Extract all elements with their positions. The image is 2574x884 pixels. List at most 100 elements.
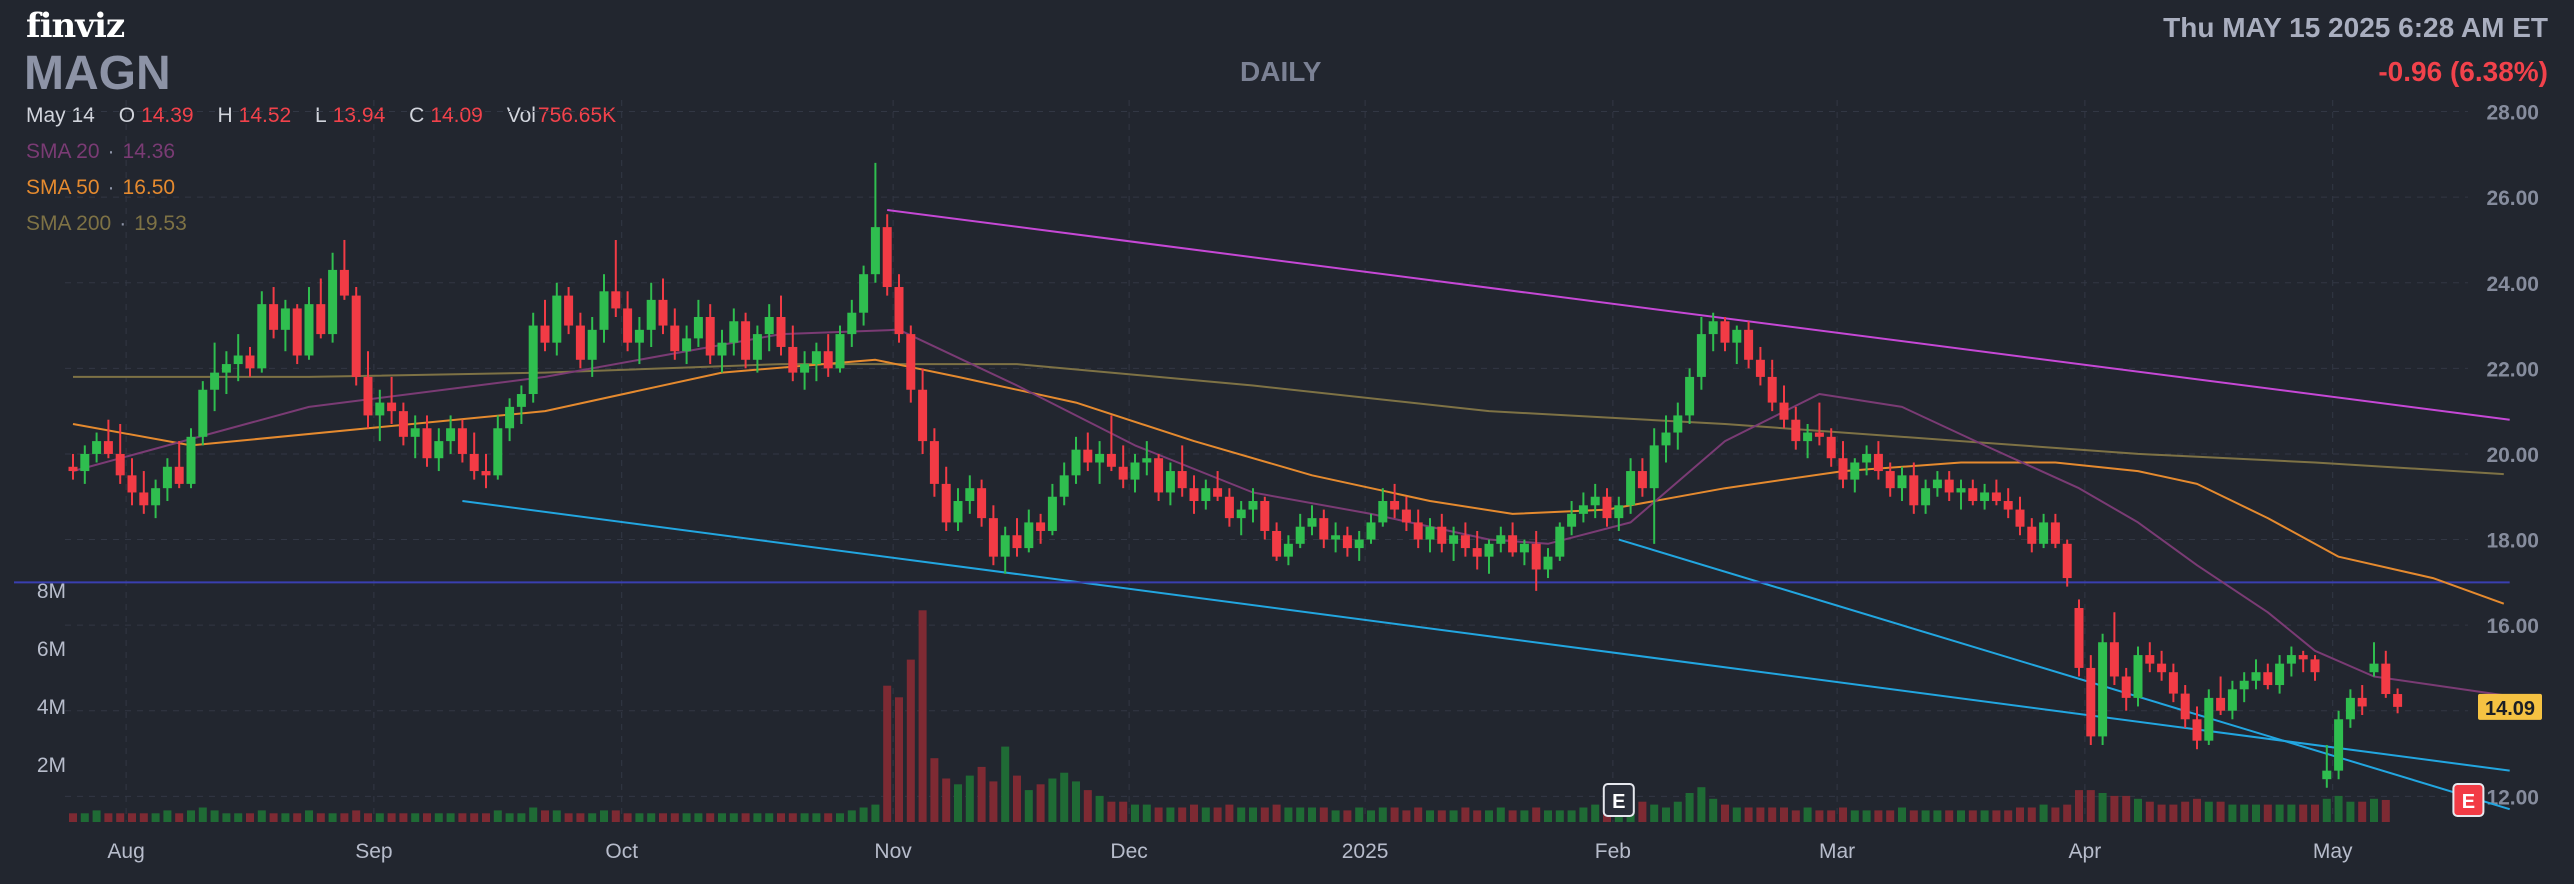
candle [540, 299, 550, 352]
x-axis-tick-label: Apr [2069, 840, 2102, 863]
candle-body [186, 436, 196, 484]
candle-body [1165, 471, 1175, 493]
volume-bar [1756, 807, 1765, 822]
candle [516, 385, 526, 424]
candle [599, 274, 609, 343]
candle-body [1201, 488, 1211, 502]
finviz-logo[interactable]: finviz [26, 6, 125, 46]
candle-body [2334, 719, 2344, 771]
volume-bar [375, 813, 384, 822]
volume-bar [1662, 807, 1670, 822]
candle-body [1968, 488, 1978, 502]
candle-body [1578, 505, 1588, 514]
volume-bar [706, 813, 715, 822]
candle [1189, 475, 1199, 514]
volume-bar [859, 807, 868, 822]
candle-body [2039, 522, 2049, 544]
candle-body [493, 428, 503, 476]
volume-bar [1591, 804, 1600, 822]
candle-body [1614, 505, 1624, 519]
volume-bar [812, 813, 821, 822]
candle [233, 334, 243, 382]
candle [847, 299, 857, 347]
volume-bar [1815, 810, 1824, 822]
candle [2298, 650, 2308, 673]
candle-body [1283, 543, 1293, 557]
timeframe-label: DAILY [1240, 56, 1322, 87]
candle-body [351, 295, 361, 377]
candle-body [1460, 535, 1470, 549]
open-value: 14.39 [141, 104, 194, 127]
volume-bar [234, 813, 243, 822]
volume-bar [2358, 801, 2367, 822]
candle-body [1932, 479, 1942, 489]
quote-datetime: Thu MAY 15 2025 6:28 AM ET [2163, 12, 2548, 43]
candle [1224, 488, 1234, 527]
candle-body [127, 475, 137, 493]
volume-bar [788, 813, 797, 822]
x-axis-tick-label: Feb [1595, 840, 1631, 863]
y-axis-tick-label: 16.00 [2486, 615, 2539, 638]
candle-body [2251, 672, 2261, 681]
volume-bar [246, 813, 254, 822]
volume-bar [1685, 793, 1694, 822]
candle-body [835, 334, 845, 369]
volume-bar [847, 810, 856, 822]
candle-body [1637, 471, 1647, 489]
volume-bar [2311, 804, 2319, 822]
candle [1720, 316, 1730, 352]
candle-body [1803, 432, 1813, 442]
candle-body [823, 351, 833, 369]
candle [2227, 680, 2237, 720]
candle-body [988, 518, 998, 557]
candle [1390, 483, 1400, 519]
candle [1543, 548, 1553, 579]
sma200-legend[interactable]: SMA 200 · 19.53 [26, 212, 187, 235]
candle [127, 458, 137, 506]
candle-body [410, 428, 420, 437]
candle [2310, 655, 2320, 681]
volume-bar [1437, 810, 1446, 822]
candle-body [717, 342, 727, 356]
candle [1508, 522, 1518, 557]
candle-body [516, 394, 526, 407]
volume-axis-tick-label: 6M [37, 638, 66, 661]
candle [1826, 428, 1836, 467]
candle [1862, 445, 1872, 476]
candle-body [611, 291, 621, 309]
volume-bar [2193, 798, 2201, 822]
candle-body [398, 411, 408, 437]
close-value: 14.09 [430, 104, 483, 127]
earnings-marker[interactable]: E [2452, 783, 2485, 817]
volume-bar [198, 807, 207, 822]
candle-body [1685, 376, 1695, 416]
candle-body [1720, 321, 1730, 343]
volume-bar [493, 810, 502, 822]
candle-body [2310, 659, 2320, 673]
y-axis-tick-label: 24.00 [2486, 273, 2539, 296]
candle-body [2074, 608, 2084, 668]
sma50-legend[interactable]: SMA 50 · 16.50 [26, 176, 176, 199]
candle [528, 312, 538, 403]
candle [1602, 488, 1612, 527]
volume-bar [1461, 807, 1470, 822]
candle [198, 381, 208, 446]
candle-body [316, 304, 326, 335]
volume-bar [1567, 810, 1576, 822]
volume-bar [1980, 810, 1989, 822]
volume-bar [1131, 804, 1139, 822]
volume-bar [1390, 807, 1399, 822]
volume-bar [836, 813, 844, 822]
earnings-marker[interactable]: E [1602, 783, 1635, 817]
candle [316, 278, 326, 339]
volume-bar [659, 813, 667, 822]
volume-bar [352, 810, 361, 822]
candle [929, 428, 939, 497]
candle [1095, 441, 1105, 484]
volume-bar [930, 758, 939, 822]
volume-bar [2263, 804, 2272, 822]
volume-bar [1992, 810, 2001, 822]
candle-body [1401, 509, 1411, 523]
sma20-legend[interactable]: SMA 20 · 14.36 [26, 140, 176, 163]
